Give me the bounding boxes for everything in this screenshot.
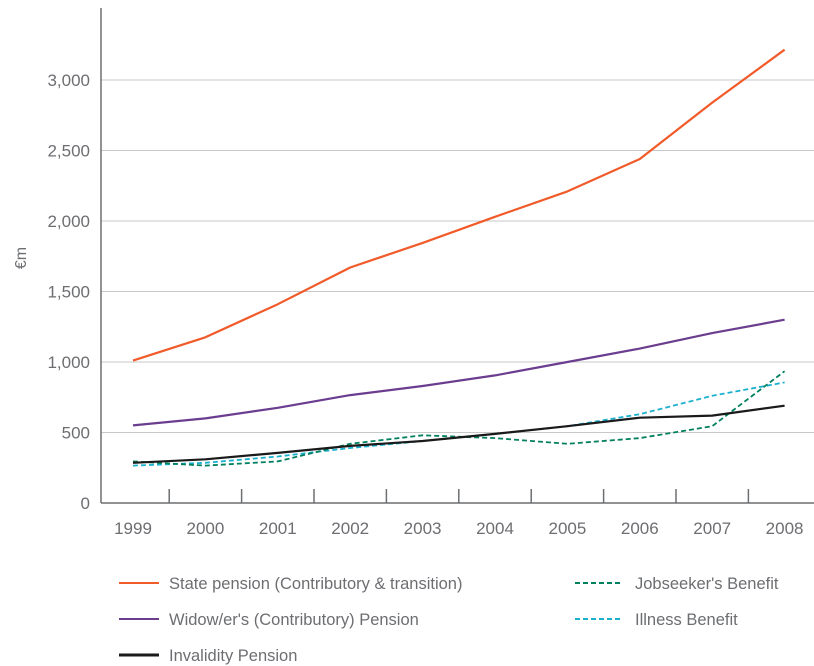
legend-label: State pension (Contributory & transition… bbox=[169, 575, 462, 593]
series-line bbox=[132, 404, 785, 464]
y-tick-label: 2,500 bbox=[47, 142, 90, 161]
x-tick-label: 2003 bbox=[404, 519, 442, 538]
y-tick-label: 1,000 bbox=[47, 353, 90, 372]
y-axis-ticks: 0 500 1,000 1,500 2,000 2,500 3,000 bbox=[47, 71, 90, 513]
series-line bbox=[132, 381, 785, 467]
series-line bbox=[132, 318, 785, 427]
legend-label: Illness Benefit bbox=[635, 611, 738, 629]
x-tick-label: 2005 bbox=[548, 519, 586, 538]
y-tick-label: 2,000 bbox=[47, 212, 90, 231]
x-tick-label: 2006 bbox=[621, 519, 659, 538]
series-lines bbox=[132, 48, 786, 467]
y-tick-label: 1,500 bbox=[47, 283, 90, 302]
x-tick-label: 2002 bbox=[331, 519, 369, 538]
x-tick-label: 2000 bbox=[186, 519, 224, 538]
y-axis-title: €m bbox=[13, 247, 30, 269]
series-line bbox=[132, 48, 786, 362]
legend-label: Invalidity Pension bbox=[169, 647, 297, 665]
x-tick-label: 2001 bbox=[259, 519, 297, 538]
x-tick-label: 2004 bbox=[476, 519, 514, 538]
y-tick-label: 500 bbox=[62, 424, 90, 443]
legend-label: Jobseeker's Benefit bbox=[635, 575, 779, 593]
x-tick-label: 2007 bbox=[693, 519, 731, 538]
x-tick-label: 1999 bbox=[114, 519, 152, 538]
x-axis-ticks: 1999 2000 2001 2002 2003 2004 2005 2006 2007 2008 bbox=[114, 489, 804, 538]
axes bbox=[100, 8, 814, 504]
y-tick-label: 0 bbox=[81, 494, 90, 513]
legend-label: Widow/er's (Contributory) Pension bbox=[169, 611, 419, 629]
y-tick-label: 3,000 bbox=[47, 71, 90, 90]
legend: State pension (Contributory & transition… bbox=[119, 575, 779, 665]
x-tick-label: 2008 bbox=[766, 519, 804, 538]
gridlines bbox=[101, 79, 814, 433]
series-line bbox=[132, 370, 786, 467]
